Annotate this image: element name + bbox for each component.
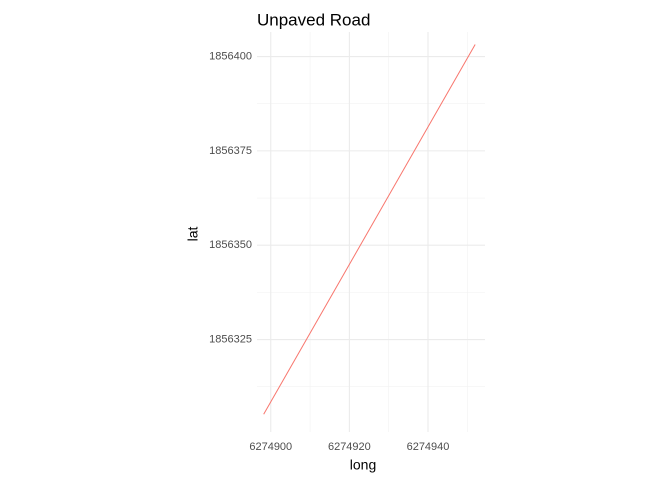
y-tick-label: 1856375 xyxy=(209,145,252,157)
series-layer xyxy=(263,44,476,415)
y-axis-title: lat xyxy=(185,227,201,242)
y-tick-label: 1856400 xyxy=(209,50,252,62)
y-axis-ticks: 1856325 1856350 1856375 1856400 xyxy=(209,50,252,345)
x-axis-title: long xyxy=(350,457,376,473)
x-axis-ticks: 6274900 6274920 6274940 xyxy=(249,441,449,453)
chart-title: Unpaved Road xyxy=(257,10,370,29)
major-gridlines xyxy=(257,32,485,432)
x-tick-label: 6274900 xyxy=(249,441,292,453)
y-tick-label: 1856325 xyxy=(209,333,252,345)
series-line-0 xyxy=(263,44,476,415)
y-tick-label: 1856350 xyxy=(209,239,252,251)
minor-gridlines xyxy=(257,32,485,432)
x-tick-label: 6274940 xyxy=(407,441,450,453)
x-tick-label: 6274920 xyxy=(328,441,371,453)
